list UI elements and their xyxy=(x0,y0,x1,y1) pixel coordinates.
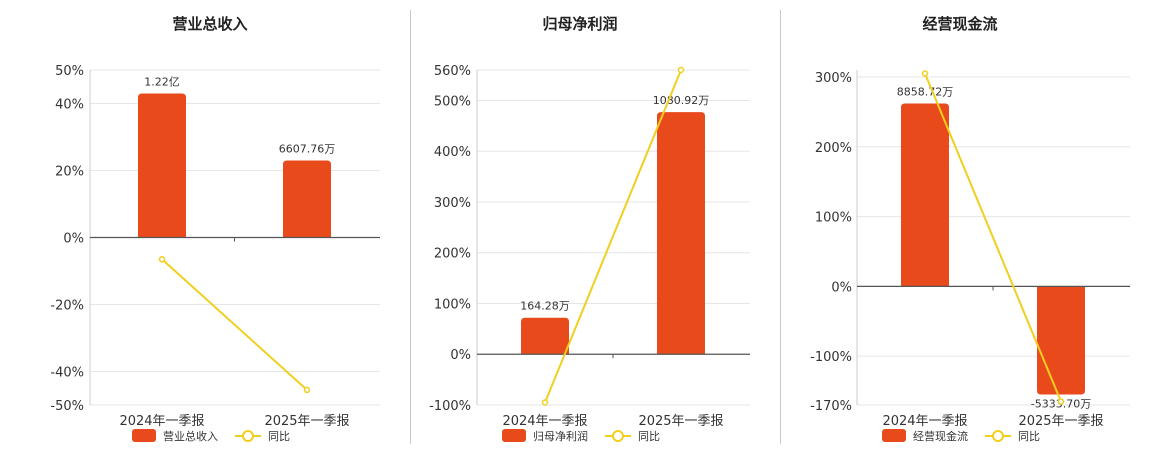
chart-panel-2: 归母净利润 560% 500% 400% 300% 200% 100% 0% -100% 164.… xyxy=(429,15,750,443)
chart-title: 归母净利润 xyxy=(542,15,617,33)
y-tick-label: 0% xyxy=(63,232,84,247)
y-tick-label: -20% xyxy=(50,299,84,314)
legend: 营业总收入 同比 xyxy=(132,429,290,443)
y-tick-label: -170% xyxy=(810,399,852,414)
bar-data-label: 1080.92万 xyxy=(653,94,710,107)
legend-bar-swatch xyxy=(882,429,906,442)
bar-1 xyxy=(901,103,949,287)
y-tick-label: 100% xyxy=(434,297,471,312)
bar-2 xyxy=(283,160,331,238)
chart-panel-3: 经营现金流300%200%100%0%-100%-170%8858.72万-53… xyxy=(810,15,1130,443)
panel-divider-1 xyxy=(410,10,411,444)
yoy-line xyxy=(544,69,682,403)
y-tick-label: 0% xyxy=(450,348,471,363)
y-tick-label: -40% xyxy=(50,366,84,381)
y-tick-label: -50% xyxy=(50,399,84,414)
y-tick-label: 560% xyxy=(434,64,471,79)
y-tick-label: 300% xyxy=(815,71,852,86)
y-tick-label: 500% xyxy=(434,94,471,109)
y-tick-label: 20% xyxy=(55,165,84,180)
bar-1 xyxy=(521,317,569,355)
chart-title: 经营现金流 xyxy=(922,15,997,33)
yoy-point-1 xyxy=(921,70,929,77)
y-tick-label: 40% xyxy=(55,98,84,113)
chart-title: 营业总收入 xyxy=(172,15,247,33)
y-tick-label: 200% xyxy=(434,247,471,262)
chart-panel-1: 营业总收入 50% 40% 20% 0% -20% -40% -50% 1.22亿 6607.76… xyxy=(50,15,380,443)
y-tick-label: 50% xyxy=(55,64,84,79)
legend-bar-label: 经营现金流 xyxy=(913,429,968,443)
x-category-label: 2024年一季报 xyxy=(502,414,587,429)
y-tick-label: -100% xyxy=(429,399,471,414)
x-category-label: 2025年一季报 xyxy=(1018,414,1103,429)
yoy-line xyxy=(161,258,308,391)
legend: 归母净利润 同比 xyxy=(502,429,660,443)
legend-line-marker xyxy=(242,430,254,442)
y-tick-label: 0% xyxy=(831,280,852,295)
legend: 经营现金流 同比 xyxy=(882,429,1040,443)
bar-data-label: 6607.76万 xyxy=(279,142,336,155)
yoy-line xyxy=(924,73,1062,402)
yoy-point-1 xyxy=(541,399,549,406)
bar-1 xyxy=(138,93,186,238)
x-category-label: 2024年一季报 xyxy=(119,414,204,429)
yoy-point-2 xyxy=(1057,398,1065,405)
legend-bar-swatch xyxy=(132,429,156,442)
legend-line-marker xyxy=(612,430,624,442)
bar-data-label: 8858.72万 xyxy=(897,86,954,99)
y-tick-label: 300% xyxy=(434,196,471,211)
legend-line-marker xyxy=(992,430,1004,442)
yoy-point-2 xyxy=(303,386,311,394)
bar-2 xyxy=(657,112,705,355)
legend-line-label: 同比 xyxy=(638,430,660,443)
y-tick-label: 100% xyxy=(815,211,852,226)
y-tick-label: -100% xyxy=(810,350,852,365)
legend-line-label: 同比 xyxy=(268,430,290,443)
legend-bar-label: 营业总收入 xyxy=(163,429,218,443)
y-tick-label: 200% xyxy=(815,141,852,156)
x-category-label: 2025年一季报 xyxy=(638,414,723,429)
bar-data-label: 164.28万 xyxy=(520,300,570,313)
yoy-point-2 xyxy=(677,66,685,74)
y-tick-label: 400% xyxy=(434,145,471,160)
x-category-label: 2025年一季报 xyxy=(264,414,349,429)
legend-bar-swatch xyxy=(502,429,526,442)
legend-line-label: 同比 xyxy=(1018,430,1040,443)
legend-bar-label: 归母净利润 xyxy=(533,429,588,443)
bar-2 xyxy=(1037,286,1085,395)
yoy-point-1 xyxy=(158,256,166,263)
bar-data-label: 1.22亿 xyxy=(144,75,180,88)
panel-divider-2 xyxy=(780,10,781,444)
x-category-label: 2024年一季报 xyxy=(882,414,967,429)
